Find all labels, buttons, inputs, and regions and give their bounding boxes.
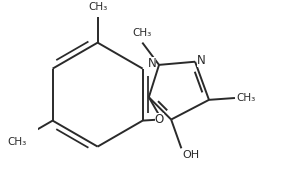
Text: O: O	[155, 113, 164, 126]
Text: CH₃: CH₃	[88, 2, 107, 12]
Text: CH₃: CH₃	[236, 93, 255, 103]
Text: OH: OH	[182, 150, 199, 160]
Text: N: N	[197, 54, 206, 67]
Text: CH₃: CH₃	[133, 28, 152, 38]
Text: CH₃: CH₃	[7, 137, 27, 147]
Text: N: N	[147, 58, 156, 70]
